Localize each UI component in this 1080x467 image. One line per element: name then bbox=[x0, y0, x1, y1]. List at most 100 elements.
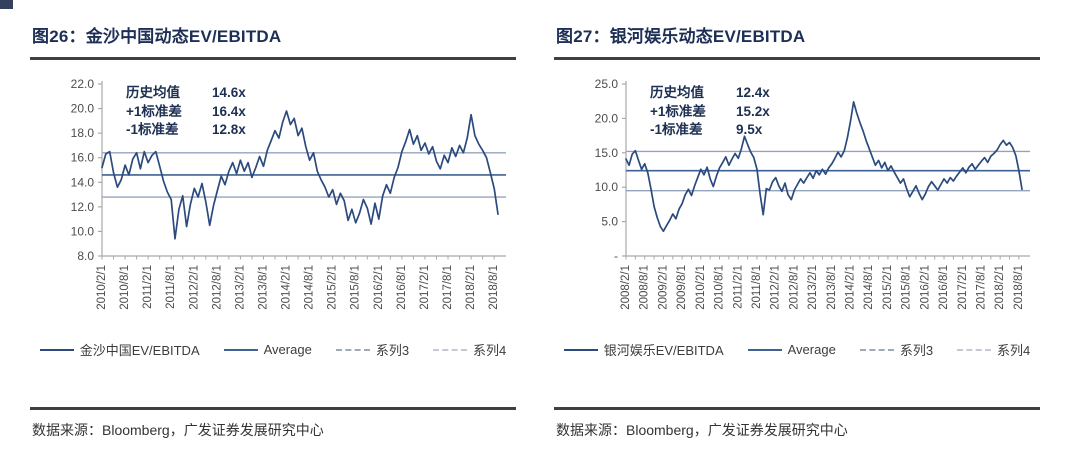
stat-row-plus1sd: +1标准差 16.4x bbox=[126, 103, 246, 122]
stat-value: 12.4x bbox=[736, 85, 770, 100]
chart-legend: 金沙中国EV/EBITDA Average 系列3 系列4 bbox=[30, 340, 516, 359]
svg-text:2015/8/1: 2015/8/1 bbox=[901, 265, 913, 310]
stat-label: -1标准差 bbox=[650, 122, 703, 137]
sands-china-ev-ebitda-chart: 22.0 20.0 18.0 16.0 14.0 12.0 10.0 8.0 2010/2/1 2… bbox=[30, 76, 516, 334]
stats-annotation: 历史均值 12.4x +1标准差 15.2x -1标准差 9.5x bbox=[650, 84, 770, 140]
svg-text:2011/2/1: 2011/2/1 bbox=[142, 265, 154, 309]
stats-annotation: 历史均值 14.6x +1标准差 16.4x -1标准差 12.8x bbox=[126, 84, 246, 140]
svg-text:8.0: 8.0 bbox=[77, 249, 94, 263]
svg-text:2008/2/1: 2008/2/1 bbox=[620, 265, 632, 310]
svg-text:2013/8/1: 2013/8/1 bbox=[826, 265, 838, 310]
svg-text:20.0: 20.0 bbox=[71, 102, 95, 116]
svg-text:2013/2/1: 2013/2/1 bbox=[234, 265, 246, 310]
legend-item-label: Average bbox=[787, 342, 836, 357]
stat-label: -1标准差 bbox=[126, 122, 179, 137]
legend-item: 系列4 bbox=[433, 340, 506, 359]
title-divider bbox=[30, 57, 516, 60]
stat-label: +1标准差 bbox=[650, 103, 706, 119]
legend-item-label: Average bbox=[263, 342, 312, 357]
stat-value: 14.6x bbox=[212, 85, 246, 100]
svg-text:18.0: 18.0 bbox=[71, 126, 95, 140]
legend-item-label: 系列3 bbox=[375, 343, 410, 358]
legend-item-label: 金沙中国EV/EBITDA bbox=[79, 343, 200, 358]
svg-text:5.0: 5.0 bbox=[601, 215, 618, 229]
legend-line-swatch bbox=[747, 348, 782, 351]
legend-item-label: 系列4 bbox=[473, 343, 507, 358]
figure-panel-sands-china: 图26：金沙中国动态EV/EBITDA 22.0 20.0 18.0 16.0 14.0… bbox=[30, 14, 516, 440]
svg-text:2010/2/1: 2010/2/1 bbox=[695, 265, 707, 310]
data-source-note: 数据来源：Bloomberg，广发证券发展研究中心 bbox=[556, 422, 848, 438]
figure-panel-galaxy-entertainment: 图27：银河娱乐动态EV/EBITDA 25.0 20.0 15.0 10.0 5.0 -… bbox=[554, 14, 1040, 440]
svg-text:2014/2/1: 2014/2/1 bbox=[845, 265, 857, 310]
svg-text:2016/8/1: 2016/8/1 bbox=[396, 265, 408, 310]
svg-text:2008/8/1: 2008/8/1 bbox=[639, 265, 651, 310]
title-divider bbox=[554, 57, 1040, 60]
stat-row-minus1sd: -1标准差 12.8x bbox=[126, 121, 246, 140]
svg-text:2010/8/1: 2010/8/1 bbox=[119, 265, 131, 310]
svg-text:16.0: 16.0 bbox=[71, 151, 95, 165]
svg-text:2017/2/1: 2017/2/1 bbox=[419, 265, 431, 310]
svg-text:2014/2/1: 2014/2/1 bbox=[281, 265, 293, 310]
svg-text:2012/2/1: 2012/2/1 bbox=[188, 265, 200, 310]
stat-value: 15.2x bbox=[736, 103, 770, 119]
stat-row-minus1sd: -1标准差 9.5x bbox=[650, 121, 770, 140]
legend-line-swatch bbox=[563, 348, 598, 351]
svg-text:2013/8/1: 2013/8/1 bbox=[257, 265, 269, 310]
legend-item: Average bbox=[747, 342, 836, 357]
svg-text:2009/2/1: 2009/2/1 bbox=[657, 265, 669, 310]
corner-artifact bbox=[0, 0, 13, 9]
svg-text:2015/8/1: 2015/8/1 bbox=[350, 265, 362, 310]
svg-text:2018/2/1: 2018/2/1 bbox=[994, 265, 1006, 310]
svg-text:2017/8/1: 2017/8/1 bbox=[442, 265, 454, 310]
svg-text:20.0: 20.0 bbox=[595, 111, 619, 125]
stat-label: 历史均值 bbox=[126, 85, 180, 100]
svg-text:2011/2/1: 2011/2/1 bbox=[732, 265, 744, 309]
legend-item: 银河娱乐EV/EBITDA bbox=[563, 340, 724, 359]
svg-text:2015/2/1: 2015/2/1 bbox=[882, 265, 894, 310]
data-source-note: 数据来源：Bloomberg，广发证券发展研究中心 bbox=[32, 422, 324, 438]
svg-text:2016/2/1: 2016/2/1 bbox=[919, 265, 931, 310]
svg-text:14.0: 14.0 bbox=[71, 175, 95, 189]
svg-text:2017/2/1: 2017/2/1 bbox=[957, 265, 969, 310]
legend-line-swatch bbox=[335, 348, 370, 351]
legend-item: Average bbox=[223, 342, 312, 357]
svg-text:2014/8/1: 2014/8/1 bbox=[863, 265, 875, 310]
svg-text:2014/8/1: 2014/8/1 bbox=[304, 265, 316, 310]
legend-line-swatch bbox=[39, 348, 74, 351]
report-figures-row: 图26：金沙中国动态EV/EBITDA 22.0 20.0 18.0 16.0 14.0… bbox=[30, 14, 1040, 440]
svg-text:2012/8/1: 2012/8/1 bbox=[211, 265, 223, 310]
line-chart-canvas: 25.0 20.0 15.0 10.0 5.0 -2008/2/1 2008/8/1 2009… bbox=[595, 77, 1030, 310]
svg-text:2013/2/1: 2013/2/1 bbox=[807, 265, 819, 310]
stat-row-mean: 历史均值 14.6x bbox=[126, 84, 246, 103]
footer-divider bbox=[554, 407, 1040, 410]
legend-item: 金沙中国EV/EBITDA bbox=[39, 340, 200, 359]
svg-text:25.0: 25.0 bbox=[595, 77, 619, 91]
svg-text:2017/8/1: 2017/8/1 bbox=[975, 265, 987, 310]
stat-value: 16.4x bbox=[212, 103, 246, 119]
chart-legend: 银河娱乐EV/EBITDA Average 系列3 系列4 bbox=[554, 340, 1040, 359]
stat-label: +1标准差 bbox=[126, 103, 182, 119]
svg-text:12.0: 12.0 bbox=[71, 200, 95, 214]
figure-title: 图27：银河娱乐动态EV/EBITDA bbox=[556, 27, 806, 46]
legend-line-swatch bbox=[223, 348, 258, 351]
legend-line-swatch bbox=[957, 348, 992, 351]
svg-text:15.0: 15.0 bbox=[595, 146, 619, 160]
svg-text:2011/8/1: 2011/8/1 bbox=[165, 265, 177, 309]
legend-item: 系列3 bbox=[859, 340, 933, 359]
legend-item-label: 系列4 bbox=[997, 343, 1031, 358]
footer-divider bbox=[30, 407, 516, 410]
legend-line-swatch bbox=[433, 348, 468, 351]
svg-text:2016/8/1: 2016/8/1 bbox=[938, 265, 950, 310]
svg-text:2012/8/1: 2012/8/1 bbox=[788, 265, 800, 310]
svg-text:-: - bbox=[614, 249, 618, 263]
svg-text:22.0: 22.0 bbox=[71, 77, 95, 91]
svg-text:2012/2/1: 2012/2/1 bbox=[770, 265, 782, 310]
svg-text:2016/2/1: 2016/2/1 bbox=[373, 265, 385, 310]
legend-item: 系列3 bbox=[335, 340, 410, 359]
svg-text:2009/8/1: 2009/8/1 bbox=[676, 265, 688, 310]
figure-title: 图26：金沙中国动态EV/EBITDA bbox=[32, 27, 282, 46]
legend-item: 系列4 bbox=[957, 340, 1030, 359]
svg-text:2011/8/1: 2011/8/1 bbox=[751, 265, 763, 309]
svg-text:10.0: 10.0 bbox=[595, 180, 619, 194]
